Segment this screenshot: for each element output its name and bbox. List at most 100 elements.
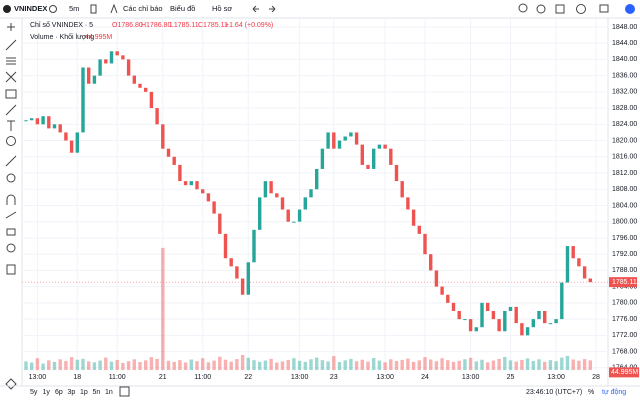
lock-icon[interactable] [6, 228, 16, 236]
zoom-icon[interactable] [6, 173, 16, 183]
bottom-bar: 23:46:10 (UTC+7) % tự động 5y 1y 6p 3p 1p 5n 1… [0, 385, 640, 397]
y-tick-label: 1804.00 [612, 202, 637, 209]
candle-icon[interactable] [90, 4, 97, 14]
volume-bar [201, 358, 205, 370]
emoji-icon[interactable] [6, 136, 16, 146]
clock: 23:46:10 (UTC+7) [526, 389, 582, 396]
volume-bar [104, 357, 108, 370]
trendline-icon[interactable] [5, 39, 17, 51]
search-icon[interactable] [518, 3, 528, 13]
candle [87, 67, 91, 84]
candle [269, 181, 273, 194]
interval[interactable]: 5m [69, 4, 79, 13]
volume-bar [354, 361, 359, 370]
candle [246, 262, 250, 295]
y-tick-label: 1792.00 [612, 251, 637, 258]
volume-bar [406, 358, 410, 370]
range-button[interactable]: 1y [43, 389, 51, 396]
percent-toggle[interactable]: % [588, 389, 594, 396]
candle [47, 116, 51, 129]
add-icon[interactable] [49, 5, 57, 13]
x-tick-label: 13:00 [291, 374, 309, 381]
volume-bar [463, 359, 467, 370]
date-range-icon[interactable] [119, 386, 130, 397]
volume-bar [497, 358, 501, 370]
volume-bar [411, 361, 416, 370]
volume-bar [52, 361, 57, 370]
brush-icon[interactable] [5, 104, 17, 116]
volume-bar [115, 359, 119, 370]
crosshair-icon[interactable] [7, 23, 15, 31]
undo-icon[interactable] [252, 5, 259, 13]
redo-icon[interactable] [269, 5, 276, 13]
candle [514, 306, 518, 324]
volume-bar [30, 362, 34, 370]
last-price-tag [609, 277, 637, 288]
candle [303, 197, 307, 210]
replay-icon[interactable] [576, 4, 586, 14]
volume-bar [543, 361, 547, 370]
volume-bar [531, 361, 535, 370]
fullscreen-icon[interactable] [555, 4, 565, 14]
profile[interactable]: Hồ sơ [212, 4, 232, 13]
auto-toggle[interactable]: tự động [602, 389, 626, 396]
candle [149, 91, 154, 109]
candle [218, 213, 222, 234]
volume-bar [343, 360, 347, 370]
indicators[interactable]: Các chỉ báo [123, 4, 163, 13]
camera-icon[interactable] [599, 4, 609, 13]
candle [423, 233, 427, 255]
candle [229, 258, 233, 267]
range-button[interactable]: 1p [80, 389, 88, 396]
candle [582, 266, 587, 279]
shapes-icon[interactable] [5, 89, 17, 99]
volume-bar [81, 358, 85, 370]
volume-bar [58, 359, 62, 370]
candle [508, 306, 513, 311]
candle [366, 164, 370, 169]
avatar[interactable] [3, 5, 11, 13]
layers-icon[interactable] [5, 378, 17, 390]
volume-bar [121, 362, 125, 370]
pattern-icon[interactable] [5, 71, 17, 83]
y-tick-label: 1820.00 [612, 137, 637, 144]
volume-bar [183, 362, 188, 370]
chart-type[interactable]: Biểu đồ [170, 4, 195, 13]
range-button[interactable]: 6p [55, 389, 63, 396]
volume-bar [297, 360, 302, 370]
range-button[interactable]: 5n [93, 389, 101, 396]
candle [64, 132, 68, 141]
fib-icon[interactable] [6, 57, 16, 65]
range-button[interactable]: 1n [105, 389, 113, 396]
trash-icon[interactable] [6, 264, 16, 275]
visibility-icon[interactable] [6, 243, 16, 253]
x-tick-label: 11:00 [194, 374, 211, 381]
stay-draw-icon[interactable] [5, 211, 17, 219]
candle [121, 55, 125, 60]
plot: 1848.00 1844.00 1840.00 1836.00 1832.00 1828.… [22, 18, 639, 381]
volume-bar [332, 356, 336, 370]
x-tick-label: 18 [73, 374, 81, 381]
candle [297, 209, 302, 222]
volume-bar [372, 358, 376, 370]
volume-bar [69, 357, 74, 370]
volume-bar [172, 361, 176, 370]
volume-bar [360, 359, 364, 370]
candle [337, 140, 342, 149]
candle [565, 246, 570, 283]
candle [115, 51, 119, 56]
magnet-icon[interactable] [6, 194, 16, 205]
settings-icon[interactable] [536, 4, 546, 14]
ruler-icon[interactable] [5, 155, 17, 167]
volume-bar [525, 358, 530, 370]
legend-low: L1785.11 [170, 22, 199, 29]
candle [429, 254, 433, 271]
range-button[interactable]: 3p [68, 389, 76, 396]
candle [81, 67, 85, 133]
text-icon[interactable] [7, 120, 15, 131]
symbol[interactable]: VNINDEX [14, 4, 47, 13]
y-tick-label: 1796.00 [612, 235, 637, 242]
range-button[interactable]: 5y [30, 389, 38, 396]
volume-bar [155, 358, 159, 370]
